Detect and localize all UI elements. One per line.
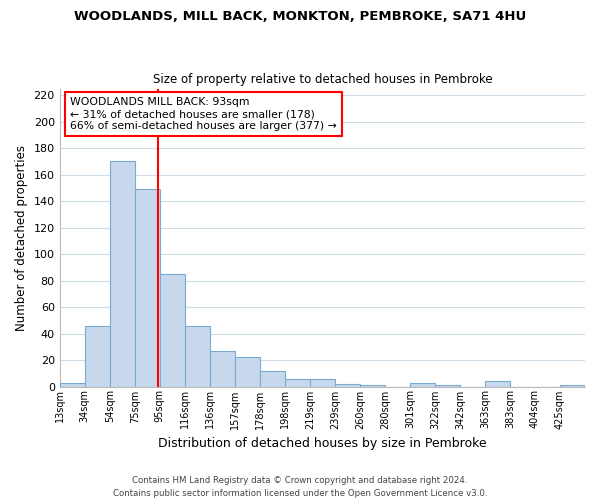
- Bar: [135, 189, 160, 386]
- Bar: [235, 358, 260, 386]
- Y-axis label: Number of detached properties: Number of detached properties: [15, 144, 28, 330]
- Bar: [185, 326, 210, 386]
- Bar: [560, 385, 585, 386]
- Text: WOODLANDS, MILL BACK, MONKTON, PEMBROKE, SA71 4HU: WOODLANDS, MILL BACK, MONKTON, PEMBROKE,…: [74, 10, 526, 23]
- Bar: [260, 370, 285, 386]
- Bar: [59, 382, 85, 386]
- Bar: [85, 326, 110, 386]
- Text: Contains HM Land Registry data © Crown copyright and database right 2024.
Contai: Contains HM Land Registry data © Crown c…: [113, 476, 487, 498]
- Bar: [335, 384, 360, 386]
- Bar: [285, 378, 310, 386]
- Bar: [310, 378, 335, 386]
- Bar: [435, 385, 460, 386]
- X-axis label: Distribution of detached houses by size in Pembroke: Distribution of detached houses by size …: [158, 437, 487, 450]
- Bar: [110, 162, 135, 386]
- Title: Size of property relative to detached houses in Pembroke: Size of property relative to detached ho…: [152, 73, 492, 86]
- Bar: [160, 274, 185, 386]
- Bar: [210, 351, 235, 386]
- Bar: [410, 382, 435, 386]
- Bar: [360, 385, 385, 386]
- Text: WOODLANDS MILL BACK: 93sqm
← 31% of detached houses are smaller (178)
66% of sem: WOODLANDS MILL BACK: 93sqm ← 31% of deta…: [70, 98, 337, 130]
- Bar: [485, 381, 510, 386]
